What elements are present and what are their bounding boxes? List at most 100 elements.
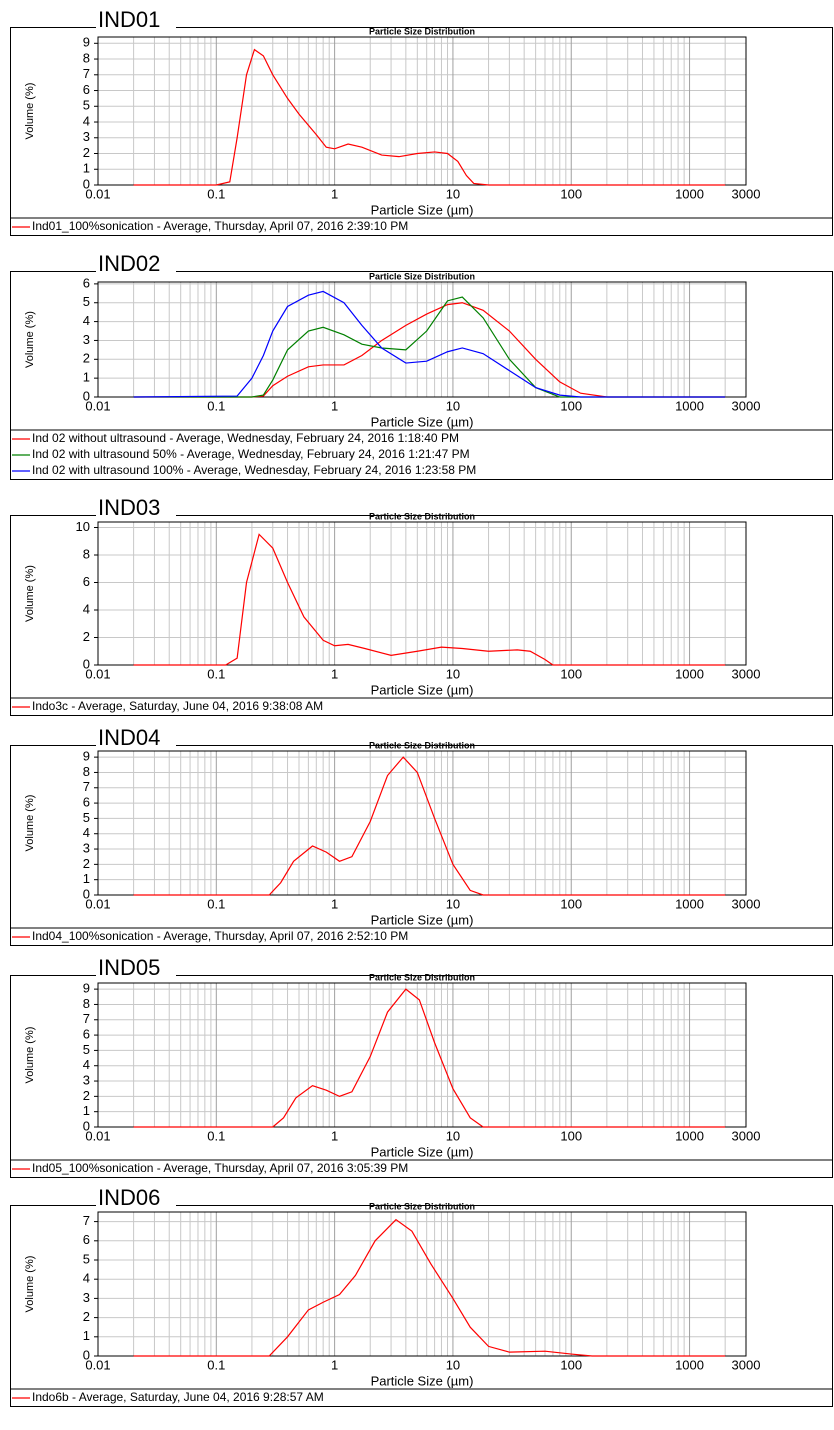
x-tick-label: 100 <box>560 1357 582 1372</box>
plot-frame <box>97 521 747 666</box>
legend-label: Ind01_100%sonication - Average, Thursday… <box>32 219 408 233</box>
x-tick-label: 0.01 <box>85 666 110 681</box>
y-tick-label: 7 <box>83 1213 90 1228</box>
y-axis-label: Volume (%) <box>24 795 36 852</box>
x-tick-label: 1000 <box>675 896 704 911</box>
y-tick-label: 9 <box>83 35 90 50</box>
x-tick-label: 3000 <box>732 398 761 413</box>
y-tick-label: 7 <box>83 66 90 81</box>
x-tick-label: 0.1 <box>207 896 225 911</box>
legend-label: Indo6b - Average, Saturday, June 04, 201… <box>32 1390 324 1404</box>
x-tick-label: 1000 <box>675 1357 704 1372</box>
chart-panel: IND03 0 2 4 6 8 10 0.01 0.1 1 10 100 1000 3000 Particl… <box>10 495 833 716</box>
x-tick-label: 100 <box>560 1128 582 1143</box>
y-tick-label: 10 <box>76 519 90 534</box>
y-tick-label: 3 <box>83 129 90 144</box>
panel-border <box>10 515 833 716</box>
x-tick-label: 0.01 <box>85 186 110 201</box>
y-tick-label: 4 <box>83 1271 90 1286</box>
x-tick-label: 1 <box>331 1357 338 1372</box>
y-axis-label: Volume (%) <box>24 311 36 368</box>
y-tick-label: 8 <box>83 50 90 65</box>
x-tick-label: 10 <box>446 896 460 911</box>
x-axis-label: Particle Size (µm) <box>371 202 474 217</box>
y-tick-label: 6 <box>83 795 90 810</box>
panel-border <box>10 745 833 946</box>
chart-title: Particle Size Distribution <box>369 740 475 750</box>
x-tick-label: 1000 <box>675 398 704 413</box>
chart-title: Particle Size Distribution <box>369 1201 475 1211</box>
y-tick-label: 2 <box>83 1309 90 1324</box>
chart-title: Particle Size Distribution <box>369 271 475 281</box>
y-tick-label: 5 <box>83 98 90 113</box>
y-tick-label: 9 <box>83 981 90 996</box>
data-line <box>133 988 726 1128</box>
y-tick-label: 6 <box>83 1027 90 1042</box>
y-tick-label: 1 <box>83 161 90 176</box>
heading: IND02 <box>98 251 160 276</box>
x-tick-label: 10 <box>446 186 460 201</box>
heading: IND05 <box>98 955 160 980</box>
chart-title: Particle Size Distribution <box>369 972 475 982</box>
heading: IND06 <box>98 1185 160 1210</box>
x-tick-label: 3000 <box>732 1128 761 1143</box>
y-tick-label: 8 <box>83 996 90 1011</box>
x-tick-label: 10 <box>446 1128 460 1143</box>
x-tick-label: 1 <box>331 186 338 201</box>
legend-label: Indo3c - Average, Saturday, June 04, 201… <box>32 699 323 713</box>
y-axis-label: Volume (%) <box>24 1256 36 1313</box>
y-tick-label: 7 <box>83 1011 90 1026</box>
y-tick-label: 8 <box>83 764 90 779</box>
x-tick-label: 1 <box>331 896 338 911</box>
x-tick-label: 0.1 <box>207 1357 225 1372</box>
y-tick-label: 0 <box>83 176 90 191</box>
x-tick-label: 1 <box>331 666 338 681</box>
x-axis-label: Particle Size (µm) <box>371 1144 474 1159</box>
heading-bg <box>96 961 176 977</box>
x-axis-label: Particle Size (µm) <box>371 414 474 429</box>
y-tick-label: 6 <box>83 82 90 97</box>
y-tick-label: 3 <box>83 332 90 347</box>
plot-frame <box>97 982 747 1128</box>
y-tick-label: 2 <box>83 351 90 366</box>
y-tick-label: 6 <box>83 1232 90 1247</box>
y-tick-label: 7 <box>83 779 90 794</box>
x-tick-label: 10 <box>446 398 460 413</box>
panel-border <box>10 27 833 236</box>
y-tick-label: 1 <box>83 370 90 385</box>
y-tick-label: 4 <box>83 825 90 840</box>
heading: IND03 <box>98 495 160 520</box>
chart-title: Particle Size Distribution <box>369 26 475 36</box>
data-line <box>133 756 726 896</box>
data-line <box>133 290 726 398</box>
x-tick-label: 1000 <box>675 1128 704 1143</box>
y-tick-label: 4 <box>83 601 90 616</box>
x-tick-label: 0.01 <box>85 1128 110 1143</box>
y-axis-label: Volume (%) <box>24 565 36 622</box>
y-tick-label: 5 <box>83 1251 90 1266</box>
plot-frame <box>97 750 747 896</box>
chart-panel: IND06 0 1 2 3 4 5 6 7 0.01 0.1 1 10 100 1000 3000 Partic… <box>10 1185 833 1407</box>
chart-title: Particle Size Distribution <box>369 511 475 521</box>
plot-frame <box>97 36 747 186</box>
heading-bg <box>96 257 176 273</box>
x-tick-label: 10 <box>446 1357 460 1372</box>
y-tick-label: 3 <box>83 1290 90 1305</box>
x-tick-label: 0.01 <box>85 896 110 911</box>
x-tick-label: 1000 <box>675 186 704 201</box>
y-tick-label: 0 <box>83 1118 90 1133</box>
x-axis-label: Particle Size (µm) <box>371 682 474 697</box>
x-tick-label: 3000 <box>732 896 761 911</box>
data-line <box>133 533 726 666</box>
x-tick-label: 0.1 <box>207 666 225 681</box>
heading: IND01 <box>98 7 160 32</box>
data-line <box>133 1218 726 1357</box>
x-axis-label: Particle Size (µm) <box>371 912 474 927</box>
x-tick-label: 1 <box>331 1128 338 1143</box>
panel-border <box>10 271 833 480</box>
data-line <box>133 296 726 398</box>
x-tick-label: 1000 <box>675 666 704 681</box>
